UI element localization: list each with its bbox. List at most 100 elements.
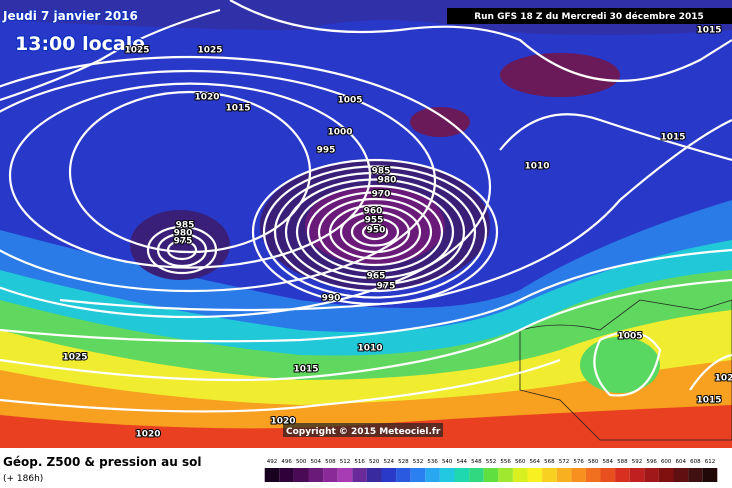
scale-label: 524	[384, 459, 395, 465]
scale-swatch	[308, 468, 324, 482]
isobar-label: 995	[317, 146, 336, 156]
low-field	[500, 53, 620, 97]
scale-swatch	[264, 468, 280, 482]
isobar	[689, 353, 732, 391]
scale-label: 504	[311, 459, 322, 465]
isobar	[273, 171, 477, 293]
scale-swatch	[556, 468, 572, 482]
scale-swatch	[702, 468, 718, 482]
scale-label: 496	[281, 459, 292, 465]
scale-label: 520	[369, 459, 380, 465]
isobar-label: 985	[176, 221, 195, 231]
scale-swatch	[688, 468, 703, 482]
scale-swatch	[293, 468, 309, 482]
isobar-label: 1015	[660, 133, 685, 143]
legend-title: Géop. Z500 & pression au sol	[3, 455, 201, 469]
scale-label: 564	[530, 459, 541, 465]
coastline	[519, 299, 732, 441]
scale-label: 532	[413, 459, 424, 465]
isobar	[0, 358, 561, 413]
scale-swatch	[381, 468, 397, 482]
isobar	[499, 113, 732, 162]
isobar	[593, 330, 662, 397]
scale-label: 592	[632, 459, 643, 465]
isobar	[68, 90, 312, 254]
scale-swatch	[454, 468, 470, 482]
isobar-label: 980	[378, 176, 397, 186]
scale-swatch	[323, 468, 338, 482]
scale-swatch	[658, 468, 674, 482]
scale-label: 536	[427, 459, 438, 465]
isobar-label: 1020	[194, 93, 219, 103]
scale-label: 512	[340, 459, 351, 465]
isobar-label: 960	[364, 207, 383, 217]
isobar-label: 1025	[197, 46, 222, 56]
scale-label: 596	[646, 459, 657, 465]
isobar	[328, 204, 422, 260]
scale-label: 528	[398, 459, 409, 465]
isobar-label: 980	[174, 229, 193, 239]
isobar-label: 1020	[270, 417, 295, 427]
isobar	[0, 55, 492, 319]
isobar	[0, 278, 732, 382]
isobar-label: 1010	[357, 344, 382, 354]
isobar-label: 1025	[124, 46, 149, 56]
isobar-label: 1025	[62, 353, 87, 363]
legend-lead: (+ 186h)	[3, 474, 43, 484]
scale-label: 560	[515, 459, 526, 465]
scale-swatch	[527, 468, 543, 482]
isobar-label: 990	[322, 294, 341, 304]
scale-label: 600	[661, 459, 672, 465]
run-box	[447, 8, 732, 24]
scale-swatch	[512, 468, 528, 482]
scale-label: 548	[471, 459, 482, 465]
scale-swatch	[410, 468, 426, 482]
isobar-label: 975	[377, 282, 396, 292]
isobar-label: 1005	[617, 332, 642, 342]
isobar	[361, 223, 389, 241]
scale-swatch	[673, 468, 689, 482]
scale-swatch	[483, 468, 499, 482]
scale-label: 604	[676, 459, 687, 465]
scale-label: 544	[457, 459, 468, 465]
isobar	[306, 191, 444, 273]
isobar	[229, 0, 732, 82]
isobar	[59, 119, 732, 312]
scale-label: 540	[442, 459, 453, 465]
scale-label: 552	[486, 459, 497, 465]
copyright: Copyright © 2015 Meteociel.fr	[286, 427, 441, 437]
copyright-box	[283, 423, 443, 437]
isobar-label: 975	[174, 237, 193, 247]
scale-label: 580	[588, 459, 599, 465]
run-label: Run GFS 18 Z du Mercredi 30 décembre 201…	[474, 11, 704, 22]
scale-swatch	[600, 468, 616, 482]
scale-swatch	[585, 468, 601, 482]
scale-swatch	[337, 468, 353, 482]
isobar-label: 1015	[225, 104, 250, 114]
scale-label: 572	[559, 459, 570, 465]
scale-swatch	[615, 468, 630, 482]
isobar-label: 1015	[696, 26, 721, 36]
isobar	[0, 8, 221, 102]
scale-label: 612	[705, 459, 716, 465]
isobar	[317, 197, 433, 267]
isobar-label: 1015	[696, 396, 721, 406]
isobar-label: 950	[367, 226, 386, 236]
scale-swatch	[439, 468, 455, 482]
isobar-label: 102	[715, 374, 732, 384]
scale-label: 568	[544, 459, 555, 465]
isobar	[295, 184, 455, 280]
time: 13:00 locale	[15, 33, 145, 55]
scale-label: 576	[573, 459, 584, 465]
scale-swatch	[425, 468, 440, 482]
scale-swatch	[279, 468, 294, 482]
isobar-label: 970	[372, 190, 391, 200]
field	[580, 337, 660, 393]
isobar	[0, 69, 437, 293]
scale-swatch	[542, 468, 557, 482]
isobar-label: 955	[365, 216, 384, 226]
scale-label: 584	[603, 459, 614, 465]
isobar	[0, 248, 732, 343]
scale-swatch	[629, 468, 645, 482]
